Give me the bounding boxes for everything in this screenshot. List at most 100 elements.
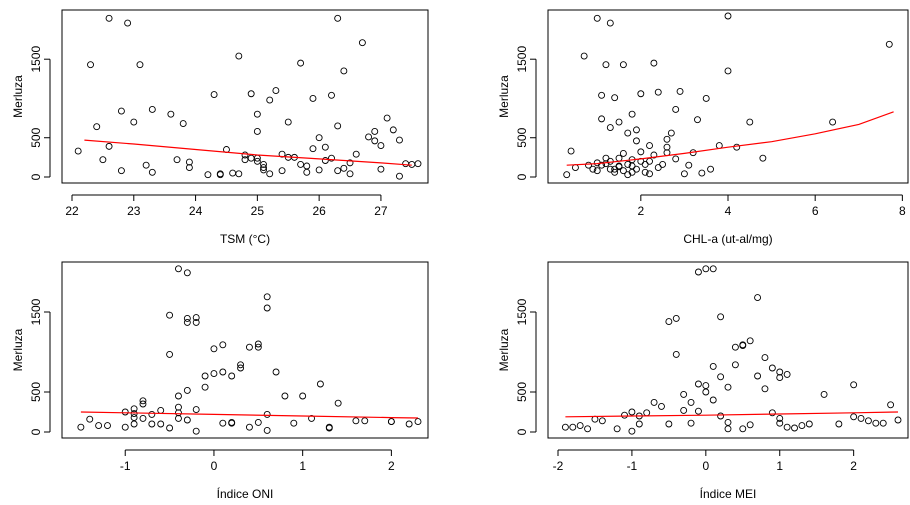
data-point: [850, 381, 858, 389]
data-point: [707, 165, 715, 173]
data-point: [598, 417, 606, 425]
data-point: [650, 398, 658, 406]
data-point: [121, 408, 129, 416]
data-point: [613, 425, 621, 433]
data-point: [210, 345, 218, 353]
data-point: [585, 161, 592, 169]
data-point: [872, 419, 880, 427]
data-point: [86, 415, 94, 423]
data-point: [702, 382, 710, 390]
data-point: [598, 91, 606, 99]
data-point: [709, 265, 717, 273]
data-point: [733, 143, 741, 151]
data-point: [104, 422, 111, 430]
data-point: [776, 419, 784, 427]
data-point: [576, 422, 584, 430]
panel-4: -2 -1 0 1 2 Índice MEI 0 500 1500 Merluza: [497, 261, 909, 501]
x-tick-label: 22: [65, 204, 79, 218]
data-point: [414, 418, 422, 426]
data-point: [589, 165, 597, 173]
data-point: [166, 311, 174, 319]
data-point: [99, 156, 107, 164]
data-point: [315, 134, 323, 142]
data-point: [646, 170, 653, 178]
data-point: [254, 343, 262, 351]
data-point: [235, 52, 243, 60]
data-point: [185, 158, 193, 166]
data-point: [192, 314, 200, 322]
data-point: [237, 364, 245, 372]
data-point: [593, 167, 601, 175]
data-point: [130, 414, 138, 422]
data-point: [783, 370, 791, 378]
data-point: [857, 414, 865, 422]
x-tick-label: 2: [850, 459, 857, 473]
data-point: [260, 166, 267, 174]
data-point: [746, 118, 754, 126]
data-point: [237, 361, 245, 369]
data-point: [167, 110, 175, 118]
data-point: [798, 422, 806, 430]
data-point: [776, 374, 784, 382]
data-point: [650, 59, 658, 67]
data-point: [621, 411, 628, 419]
fit-line: [566, 111, 894, 166]
y-tick-label: 500: [515, 127, 529, 147]
data-point: [183, 314, 191, 322]
data-point: [105, 14, 113, 22]
data-point: [210, 370, 218, 378]
data-point: [175, 403, 182, 411]
y-tick-label: 500: [29, 127, 43, 147]
data-point: [672, 350, 680, 358]
data-point: [646, 142, 653, 150]
y-tick-label: 0: [515, 173, 529, 180]
data-point: [247, 154, 255, 162]
data-point: [130, 420, 138, 428]
data-point: [352, 150, 360, 158]
data-point: [254, 340, 262, 348]
data-point: [731, 361, 739, 369]
data-point: [387, 418, 395, 426]
data-point: [414, 160, 422, 168]
data-point: [216, 171, 224, 179]
data-point: [371, 137, 379, 145]
data-point: [278, 167, 286, 175]
data-point: [235, 170, 243, 178]
data-point: [761, 354, 769, 362]
data-point: [253, 157, 261, 165]
data-point: [615, 154, 623, 162]
data-point: [263, 293, 271, 301]
data-point: [829, 118, 837, 126]
data-point: [650, 151, 658, 159]
data-point: [192, 406, 200, 414]
x-tick-label: 1: [776, 459, 783, 473]
data-point: [260, 164, 267, 172]
data-point: [241, 156, 249, 164]
data-point: [396, 136, 403, 144]
data-point: [687, 398, 695, 406]
data-point: [835, 420, 843, 428]
data-point: [569, 423, 577, 431]
y-axis-label: Merluza: [11, 75, 25, 118]
data-point: [316, 380, 324, 388]
x-axis-label: Índice MEI: [700, 486, 757, 500]
x-tick-label: 24: [189, 204, 203, 218]
data-point: [148, 420, 156, 428]
data-point: [724, 425, 732, 433]
data-point: [139, 414, 147, 422]
data-point: [245, 343, 253, 351]
data-point: [791, 424, 798, 432]
data-point: [635, 420, 643, 428]
data-point: [352, 417, 360, 425]
data-point: [183, 386, 191, 394]
data-point: [328, 91, 335, 99]
data-point: [702, 265, 710, 273]
data-point: [389, 126, 397, 134]
data-point: [602, 160, 610, 168]
y-tick-label: 500: [29, 382, 43, 402]
data-point: [879, 419, 887, 427]
data-point: [157, 406, 165, 414]
data-point: [561, 423, 569, 431]
data-point: [321, 157, 329, 164]
